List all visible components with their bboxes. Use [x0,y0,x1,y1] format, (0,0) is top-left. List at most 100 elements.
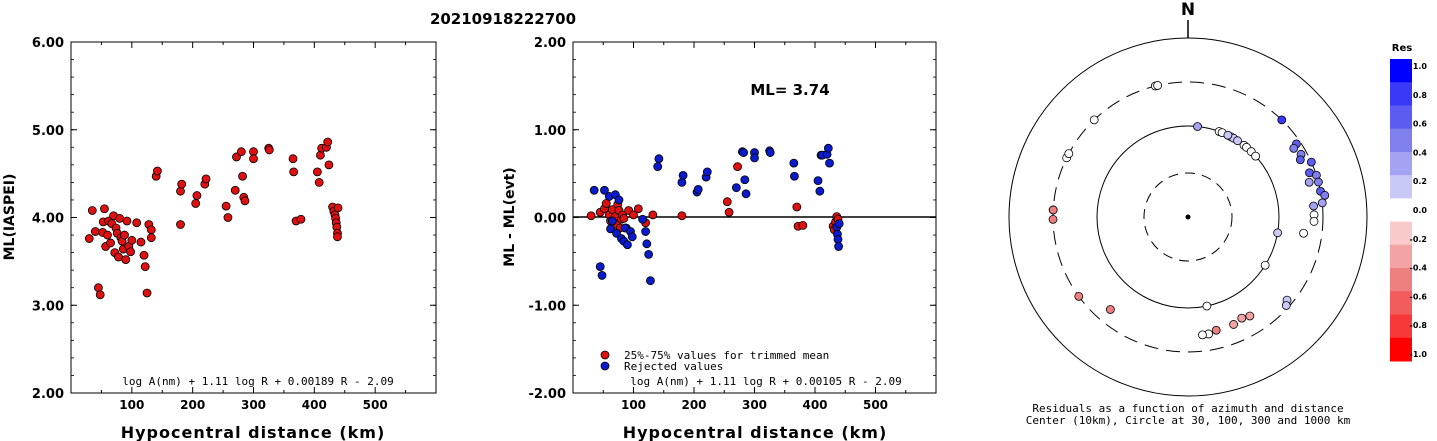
station-point [1251,151,1261,161]
y-tick-label: -1.00 [529,299,566,314]
data-point [288,154,298,164]
data-point [146,233,156,243]
station-point [1304,177,1314,187]
colorbar-tick-label: 0.6 [1413,120,1428,129]
data-point [589,185,599,195]
data-point [607,216,617,226]
station-point [1153,81,1163,90]
data-point [314,177,324,187]
colorbar-swatch [1390,105,1412,130]
data-point [136,237,146,247]
data-point [642,239,652,249]
station-point [1309,216,1319,226]
data-point [586,211,596,221]
data-point [653,162,663,172]
data-point [693,185,703,194]
x-tick-label: 200 [180,398,205,412]
station-point [1229,320,1239,329]
data-point [324,160,334,170]
data-point [633,204,643,214]
formula-label: log A(nm) + 1.11 log R + 0.00189 R - 2.0… [122,375,394,388]
station-point [1202,301,1212,311]
data-point [789,158,799,168]
x-tick-label: 500 [863,398,888,412]
colorbar-tick-label: -0.6 [1410,292,1428,301]
colorbar-swatch [1390,314,1412,339]
data-point [152,166,162,176]
residual-colorbar: Res 1.0 0.8 0.6 0.4 0.2 0.0 -0.2 -0.4 -0.6 -0.8 -1… [1390,43,1427,362]
colorbar-swatch [1390,291,1412,316]
x-axis-label: Hypocentral distance (km) [121,423,386,441]
colorbar-tick-label: 0.0 [1413,206,1428,215]
data-point [90,227,100,236]
data-point [115,213,125,223]
caption-line-2: Center (10km), Circle at 30, 100, 300 an… [1026,414,1351,427]
x-tick-label: 200 [681,398,706,412]
data-point [722,197,732,207]
station-point [1237,313,1247,323]
data-point [177,179,187,189]
data-point [139,250,149,260]
data-point [733,162,742,172]
event-center-marker [1185,214,1191,220]
station-point [1314,177,1323,187]
data-point [176,220,185,229]
station-point [1198,330,1207,340]
data-point [741,189,751,199]
data-point [223,213,233,222]
y-tick-label: 2.00 [534,36,566,51]
y-axis-label: ML(IASPEI) [2,174,18,261]
colorbar-swatch [1390,82,1412,106]
x-tick-label: 400 [302,398,327,412]
data-point [312,167,322,177]
station-point [1233,136,1242,146]
colorbar-tick-label: -0.4 [1410,264,1428,273]
station-point [1211,325,1221,335]
data-point [815,186,825,196]
data-point [333,232,342,242]
colorbar-title: Res [1392,43,1412,54]
colorbar-swatch [1390,151,1412,176]
station-point [1106,305,1115,314]
station-point [1048,205,1058,215]
station-point [1320,190,1330,200]
ring-1000km [1008,37,1368,397]
data-point [132,218,142,228]
data-point [702,167,712,177]
station-point [1074,291,1084,301]
panel-azimuth-residuals: N Residuals as a function of azimuth and… [1008,0,1368,427]
data-point [614,195,624,205]
data-point [646,276,655,286]
y-tick-label: 1.00 [534,124,566,139]
panel-ml-iaspei: ML(IASPEI) Hypocentral distance (km) log… [2,36,437,441]
data-point [644,249,654,259]
data-point [677,211,687,221]
station-point [1260,260,1270,270]
data-point [638,214,647,224]
colorbar-tick-label: -0.2 [1410,235,1428,244]
colorbar-tick-label: 1.0 [1413,62,1428,71]
y-axis-label: ML - ML(evt) [502,167,518,266]
data-point [127,235,137,245]
y-tick-label: 4.00 [32,212,64,227]
colorbar-swatch [1390,221,1412,246]
data-point [333,203,343,213]
ring-100km [1096,125,1280,309]
y-tick-label: 5.00 [32,124,64,139]
station-point [1289,143,1299,153]
station-point [1299,228,1308,238]
station-point [1245,311,1255,321]
legend-marker-trimmed [600,350,610,360]
data-point [641,227,650,236]
data-point [623,240,632,250]
colorbar-swatch [1390,198,1412,223]
station-point [1089,115,1099,125]
y-tick-label: 3.00 [32,299,64,314]
data-point [192,191,202,200]
ring-30km [1143,172,1233,262]
data-point [595,262,605,272]
caption-line-1: Residuals as a function of azimuth and d… [1032,402,1343,415]
data-point [230,185,240,195]
colorbar-swatch [1390,337,1412,362]
